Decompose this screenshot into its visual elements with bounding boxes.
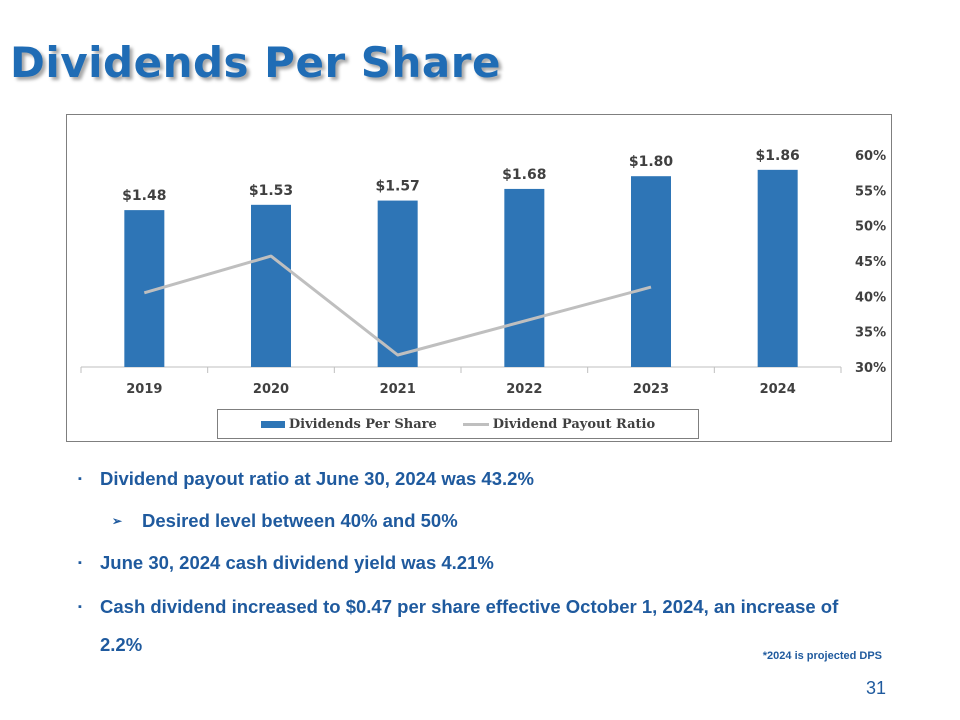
dps-bar [757,169,798,367]
legend-swatch-line [462,422,489,426]
bar-value-label: $1.57 [376,179,420,195]
bar-value-label: $1.68 [502,167,546,183]
bullet-list: ▪ Dividend payout ratio at June 30, 2024… [78,458,878,664]
chart-svg: $1.48 2019 $1.53 2020 $1.57 2021 $1.68 2022 $1.8… [80,148,886,397]
bullet-text: June 30, 2024 cash dividend yield was 4.… [100,552,494,573]
x-tick-label: 2024 [760,382,796,397]
square-bullet-icon: ▪ [78,557,82,569]
bullet-text: Dividend payout ratio at June 30, 2024 w… [100,468,534,489]
bullet-item: ▪ June 30, 2024 cash dividend yield was … [78,542,878,584]
bar-value-label: $1.86 [756,148,800,164]
sub-bullet-item: ➢ Desired level between 40% and 50% [78,500,878,542]
x-tick-label: 2023 [633,382,669,397]
dps-bar [251,204,291,367]
bar-value-label: $1.48 [122,188,166,204]
dps-bar [631,176,671,367]
bar-value-label: $1.80 [629,154,674,170]
square-bullet-icon: ▪ [78,473,82,485]
page-title: Dividends Per Share [10,38,501,87]
bullet-item: ▪ Cash dividend increased to $0.47 per s… [78,588,878,664]
bullet-text: Cash dividend increased to $0.47 per sha… [100,596,839,655]
y-right-tick-label: 50% [855,220,886,235]
legend-label-dividends: Dividends Per Share [288,416,437,432]
bullet-item: ▪ Dividend payout ratio at June 30, 2024… [78,458,878,500]
dividend-chart: $1.48 2019 $1.53 2020 $1.57 2021 $1.68 2022 $1.8… [66,114,892,442]
y-right-tick-label: 30% [855,361,886,376]
y-right-tick-label: 35% [855,326,886,341]
dps-bar [504,188,545,367]
arrow-bullet-icon: ➢ [112,514,123,528]
page-number: 31 [865,678,886,698]
x-tick-label: 2021 [380,382,416,397]
x-tick-label: 2019 [126,382,162,397]
dps-bar [377,200,418,367]
chart-legend: Dividends Per Share Dividend Payout Rati… [217,409,699,439]
bullet-text: Desired level between 40% and 50% [142,510,458,531]
legend-swatch-bar [260,420,285,428]
bar-value-label: $1.53 [249,183,293,199]
x-tick-label: 2022 [506,382,542,397]
y-right-tick-label: 40% [855,290,886,305]
legend-label-payout-ratio: Dividend Payout Ratio [492,416,656,432]
y-right-tick-label: 45% [855,255,886,270]
y-right-tick-label: 60% [855,149,886,164]
footnote: *2024 is projected DPS [762,650,882,662]
square-bullet-icon: ▪ [78,601,82,613]
payout-ratio-line [143,254,652,357]
x-tick-label: 2020 [253,382,289,397]
legend-item-dividends: Dividends Per Share [260,416,437,432]
y-right-tick-label: 55% [855,184,886,199]
legend-item-payout-ratio: Dividend Payout Ratio [462,416,656,432]
